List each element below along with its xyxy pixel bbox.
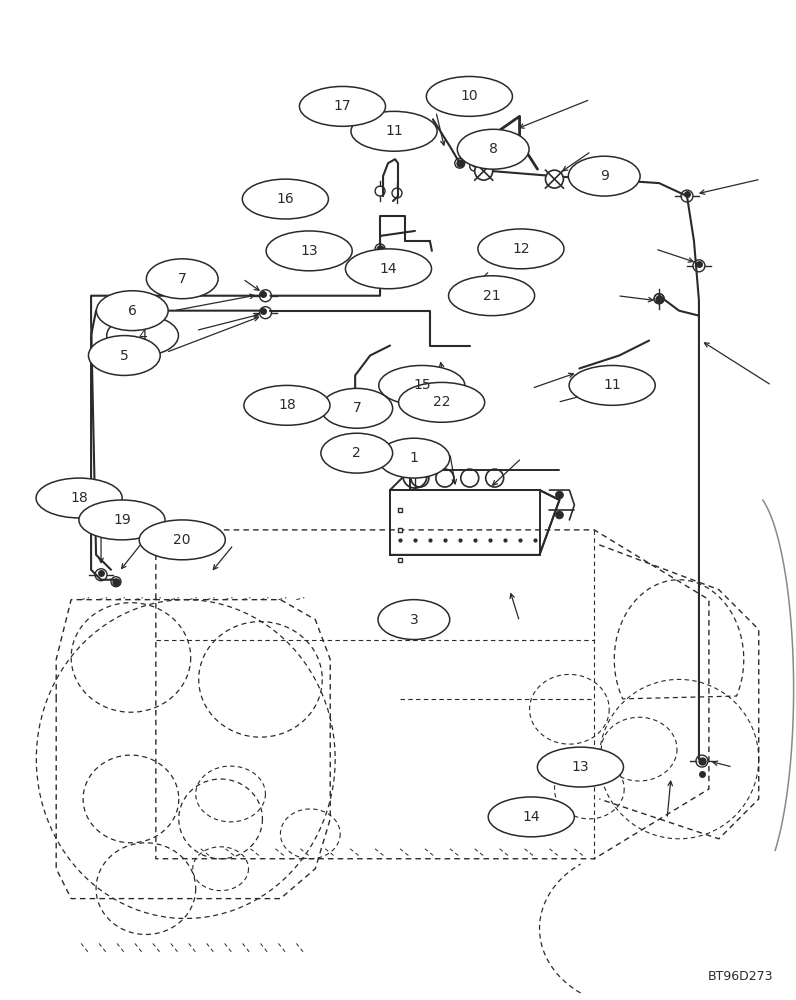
Ellipse shape [345, 249, 431, 289]
Text: 12: 12 [512, 242, 530, 256]
Text: 8: 8 [489, 142, 498, 156]
Text: 20: 20 [174, 533, 191, 547]
Text: 6: 6 [128, 304, 137, 318]
Ellipse shape [569, 365, 655, 405]
Text: 15: 15 [413, 378, 431, 392]
Ellipse shape [321, 433, 392, 473]
Ellipse shape [79, 500, 165, 540]
Ellipse shape [427, 76, 513, 116]
Text: 18: 18 [70, 491, 88, 505]
Text: 13: 13 [572, 760, 589, 774]
Ellipse shape [399, 382, 485, 422]
Ellipse shape [88, 336, 160, 375]
Ellipse shape [244, 385, 330, 425]
Text: 7: 7 [178, 272, 186, 286]
Text: 22: 22 [433, 395, 451, 409]
Text: 1: 1 [409, 451, 419, 465]
Ellipse shape [378, 438, 450, 478]
Text: 11: 11 [385, 124, 403, 138]
Ellipse shape [299, 86, 385, 126]
Ellipse shape [139, 520, 225, 560]
Text: BT96D273: BT96D273 [708, 970, 774, 983]
Circle shape [474, 162, 493, 180]
Circle shape [556, 511, 564, 519]
Ellipse shape [96, 291, 168, 331]
Ellipse shape [379, 365, 465, 405]
Text: 16: 16 [276, 192, 295, 206]
Text: 5: 5 [120, 349, 129, 363]
Ellipse shape [478, 229, 564, 269]
Ellipse shape [351, 111, 437, 151]
Ellipse shape [107, 316, 178, 356]
Text: 11: 11 [603, 378, 621, 392]
Text: 21: 21 [483, 289, 501, 303]
Circle shape [556, 491, 564, 499]
Text: 17: 17 [334, 99, 351, 113]
Text: 10: 10 [461, 89, 478, 103]
Ellipse shape [36, 478, 122, 518]
Text: 9: 9 [600, 169, 609, 183]
Text: 13: 13 [300, 244, 318, 258]
Ellipse shape [568, 156, 640, 196]
Ellipse shape [378, 600, 450, 640]
Ellipse shape [146, 259, 218, 299]
Text: 4: 4 [139, 329, 147, 343]
Text: 3: 3 [409, 613, 418, 627]
Ellipse shape [242, 179, 329, 219]
Text: 14: 14 [380, 262, 397, 276]
Text: 2: 2 [353, 446, 361, 460]
Ellipse shape [458, 129, 529, 169]
Text: 19: 19 [113, 513, 131, 527]
Text: 14: 14 [522, 810, 540, 824]
Circle shape [545, 170, 564, 188]
Text: 7: 7 [353, 401, 361, 415]
Ellipse shape [266, 231, 352, 271]
Text: 18: 18 [278, 398, 296, 412]
Ellipse shape [537, 747, 623, 787]
Ellipse shape [488, 797, 574, 837]
Ellipse shape [321, 388, 392, 428]
Ellipse shape [449, 276, 535, 316]
